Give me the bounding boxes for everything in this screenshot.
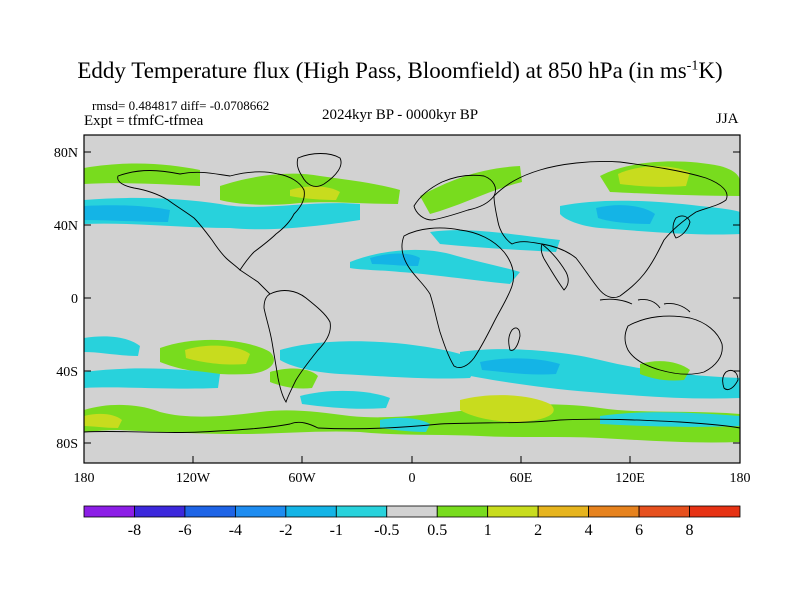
lon-label: 0 — [409, 471, 416, 486]
colorbar-swatch — [134, 505, 186, 518]
flux-region — [84, 336, 140, 356]
coastline-asia — [493, 161, 728, 299]
flux-region — [380, 417, 430, 432]
lat-label: 40N — [54, 219, 78, 234]
lat-label: 40S — [56, 365, 78, 380]
map-title: Eddy Temperature flux (High Pass, Bloomf… — [77, 58, 723, 83]
period-label: 2024kyr BP - 0000kyr BP — [322, 107, 479, 123]
flux-field — [84, 161, 740, 443]
flux-region — [640, 361, 690, 381]
longitude-axis: 180 120W 60W 0 60E 120E 180 — [74, 471, 751, 486]
flux-region — [84, 205, 170, 222]
lon-label: 60E — [510, 471, 533, 486]
colorbar-swatch — [335, 505, 388, 518]
colorbar-label: -4 — [229, 522, 242, 539]
flux-region — [84, 163, 200, 186]
colorbar-label: 2 — [534, 522, 542, 539]
colorbar-label: -1 — [330, 522, 343, 539]
latitude-axis: 80N 40N 0 40S 80S — [54, 146, 78, 452]
colorbar — [83, 505, 741, 518]
flux-region — [430, 230, 560, 252]
lon-label: 120E — [615, 471, 645, 486]
coastlines — [84, 153, 740, 434]
coastline-north-america — [117, 170, 305, 271]
colorbar-label: 1 — [484, 522, 492, 539]
lon-label: 180 — [730, 471, 751, 486]
flux-region — [370, 253, 420, 266]
colorbar-label: 8 — [686, 522, 694, 539]
flux-region — [618, 166, 690, 187]
coastline-central-america — [239, 269, 271, 295]
coastline-madagascar — [508, 327, 521, 351]
coastline-australia — [624, 315, 723, 375]
flux-region — [480, 358, 560, 375]
stats-label: rmsd= 0.484817 diff= -0.0708662 — [92, 98, 270, 113]
colorbar-swatch — [638, 505, 690, 518]
coastline-india — [540, 243, 569, 291]
coastline-greenland — [296, 153, 342, 187]
colorbar-swatch — [184, 505, 236, 518]
coastline-south-america — [263, 290, 331, 404]
flux-region — [185, 345, 250, 365]
flux-region — [270, 368, 318, 389]
flux-region — [84, 413, 122, 428]
colorbar-swatch — [83, 505, 135, 518]
lat-label: 80N — [54, 146, 78, 161]
flux-region — [84, 368, 220, 389]
colorbar-swatch — [588, 505, 640, 518]
lon-label: 120W — [176, 471, 211, 486]
colorbar-swatch — [487, 505, 539, 518]
colorbar-swatch — [537, 505, 590, 518]
lon-label: 60W — [288, 471, 316, 486]
colorbar-swatch — [436, 505, 489, 518]
flux-region — [300, 390, 390, 409]
colorbar-label: 0.5 — [427, 522, 447, 539]
colorbar-swatch — [386, 505, 438, 518]
colorbar-swatch — [689, 505, 741, 518]
coastline-japan — [672, 215, 691, 239]
colorbar-label: 4 — [585, 522, 593, 539]
flux-region — [460, 395, 554, 422]
flux-region — [600, 412, 740, 427]
season-label: JJA — [716, 111, 739, 127]
colorbar-label: 6 — [635, 522, 643, 539]
lat-label: 0 — [71, 292, 78, 307]
lat-label: 80S — [56, 437, 78, 452]
experiment-label: Expt = tfmfC-tfmea — [84, 113, 204, 129]
colorbar-swatch — [234, 505, 287, 518]
coastline-antarctica — [84, 418, 740, 434]
flux-region — [280, 341, 480, 379]
coastline-indonesia — [599, 298, 691, 313]
flux-region — [420, 166, 522, 214]
lon-label: 180 — [74, 471, 95, 486]
colorbar-label: -6 — [178, 522, 191, 539]
colorbar-label: -0.5 — [374, 522, 399, 539]
colorbar-swatch — [285, 505, 337, 518]
colorbar-label: -2 — [279, 522, 292, 539]
coastline-africa — [401, 227, 515, 369]
flux-region — [596, 205, 655, 224]
colorbar-labels: -8 -6 -4 -2 -1 -0.5 0.5 1 2 4 6 8 — [128, 522, 694, 539]
axis-ticks — [83, 151, 741, 463]
flux-region — [290, 186, 340, 200]
colorbar-label: -8 — [128, 522, 141, 539]
